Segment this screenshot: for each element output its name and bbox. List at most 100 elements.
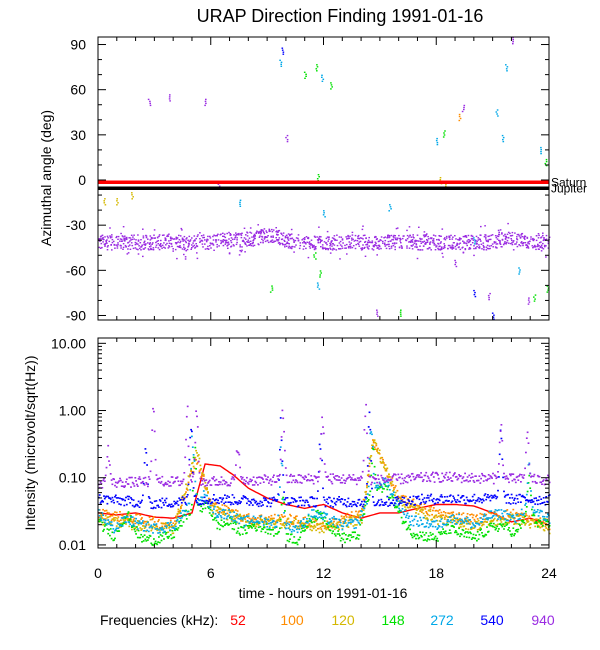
azimuth-point [329,247,331,249]
azimuth-point [514,232,516,234]
intensity-point-100 [534,521,537,523]
azimuth-point [351,234,354,236]
azimuth-point [168,242,171,244]
intensity-point-120 [203,486,206,488]
azimuth-point [163,234,165,236]
intensity-point-272 [369,432,372,435]
azimuth-point [142,228,144,230]
intensity-point-148 [343,532,345,535]
azimuth-point [362,238,364,240]
intensity-point-272 [349,519,351,521]
azimuth-point [191,244,193,246]
intensity-point-540 [240,501,242,503]
intensity-point-100 [290,515,292,517]
azimuth-outlier-point [546,291,549,293]
intensity-point-940 [482,480,485,482]
intensity-point-148 [434,535,437,538]
intensity-point-940 [529,472,532,475]
intensity-point-940 [503,476,506,478]
intensity-point-540 [377,501,379,503]
intensity-point-100 [383,462,385,464]
intensity-point-120 [527,520,530,523]
intensity-point-940 [350,477,353,479]
intensity-point-272 [182,514,185,516]
azimuth-point [526,236,529,239]
azimuth-point [462,235,465,238]
intensity-point-272 [308,520,311,523]
azimuth-outlier-point [474,291,476,294]
intensity-point-272 [416,523,418,525]
intensity-point-120 [268,525,271,528]
azimuth-point [331,245,333,247]
intensity-point-940 [169,481,171,484]
intensity-point-120 [500,521,503,523]
azimuth-point [282,232,285,234]
intensity-point-540 [410,503,412,505]
intensity-point-100 [118,520,121,522]
azimuth-point [454,235,456,237]
intensity-point-120 [421,507,423,509]
azimuth-point [293,240,295,242]
azimuth-outlier-point [445,183,447,185]
intensity-point-940 [185,415,188,418]
intensity-point-100 [218,512,220,514]
intensity-point-272 [516,513,519,516]
intensity-point-940 [388,479,391,482]
intensity-point-120 [284,523,287,526]
intensity-point-148 [153,542,156,545]
azimuth-point [416,257,419,260]
azimuth-point [468,248,470,250]
azimuth-point [518,244,520,246]
intensity-point-540 [264,497,267,500]
intensity-point-100 [351,515,354,517]
intensity-point-272 [410,524,412,526]
azimuth-point [235,243,238,246]
intensity-point-120 [161,522,164,525]
intensity-point-148 [323,520,326,522]
azimuth-point [373,245,375,248]
intensity-point-940 [548,481,551,484]
intensity-point-940 [272,476,274,478]
azimuth-point [423,236,426,238]
azimuth-point [238,232,240,235]
intensity-point-272 [455,523,458,525]
intensity-point-540 [545,496,548,498]
intensity-point-540 [229,503,232,506]
intensity-point-100 [132,519,135,521]
azimuth-outlier-point [132,196,134,198]
intensity-point-120 [532,519,535,521]
intensity-point-272 [388,489,391,491]
intensity-point-148 [102,530,104,532]
intensity-point-540 [333,502,336,504]
intensity-point-272 [146,529,148,532]
azimuth-point [204,243,206,245]
azimuth-point [437,243,440,245]
intensity-point-148 [128,519,131,521]
azimuth-point [501,232,503,234]
intensity-point-148 [305,525,307,528]
intensity-point-100 [411,499,414,501]
azimuth-point [117,235,120,238]
intensity-point-272 [113,531,115,534]
intensity-point-120 [104,514,107,517]
intensity-point-272 [158,531,161,534]
azimuth-outlier-point [487,294,490,297]
azimuth-point [462,240,464,242]
intensity-point-120 [144,526,147,528]
intensity-point-100 [290,523,293,525]
azimuth-point [456,242,458,245]
intensity-point-120 [399,501,401,503]
intensity-point-120 [194,456,197,459]
intensity-point-100 [394,486,396,489]
intensity-point-540 [216,501,219,504]
intensity-point-940 [208,479,211,482]
azimuth-point [222,232,224,234]
intensity-point-148 [265,523,268,525]
intensity-series-line-52 [97,463,548,525]
intensity-point-120 [222,513,225,515]
azimuth-point [411,245,413,247]
intensity-point-148 [307,514,310,517]
intensity-point-940 [197,460,200,463]
intensity-point-120 [175,522,177,525]
intensity-point-100 [459,520,462,523]
